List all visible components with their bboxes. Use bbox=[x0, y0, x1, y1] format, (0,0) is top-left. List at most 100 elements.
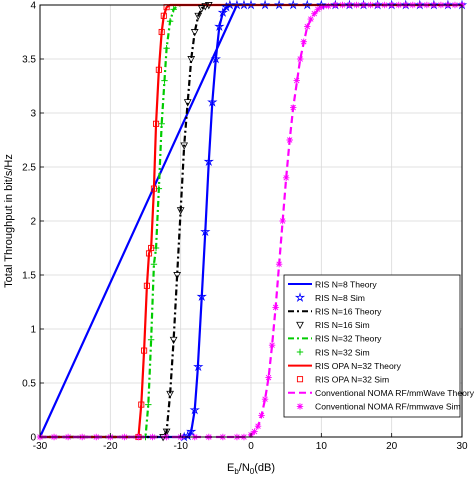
x-tick-label: 30 bbox=[456, 441, 468, 452]
series-point bbox=[190, 29, 199, 37]
series-point bbox=[194, 12, 203, 21]
series-point bbox=[288, 0, 299, 10]
legend-label: RIS N=16 Sim bbox=[315, 320, 370, 330]
series-point bbox=[138, 401, 145, 408]
series-point bbox=[279, 217, 286, 225]
series-point bbox=[273, 0, 285, 10]
series-point bbox=[145, 401, 152, 408]
series-line bbox=[40, 4, 210, 439]
series-point bbox=[155, 66, 162, 73]
series-point bbox=[160, 12, 167, 19]
series-point bbox=[176, 207, 185, 215]
series-point bbox=[293, 77, 300, 84]
legend-marker-swatch bbox=[296, 348, 304, 356]
series-point bbox=[217, 7, 229, 17]
legend-label: RIS OPA N=32 Theory bbox=[315, 361, 402, 371]
series-point bbox=[150, 261, 158, 268]
y-tick-label: 4 bbox=[30, 1, 36, 12]
y-axis-label: Total Throughput in bit/s/Hz bbox=[3, 154, 15, 288]
legend-marker-swatch bbox=[296, 376, 304, 383]
series-point bbox=[162, 428, 171, 436]
series-point bbox=[169, 336, 178, 345]
series-point bbox=[143, 282, 150, 289]
series-point bbox=[302, 0, 313, 10]
series-point bbox=[170, 6, 177, 13]
legend-marker-swatch bbox=[294, 292, 306, 302]
legend-label: RIS N=32 Theory bbox=[315, 334, 382, 344]
series-point bbox=[300, 38, 307, 45]
series-point bbox=[286, 136, 293, 144]
series-point bbox=[311, 10, 318, 17]
series-point bbox=[259, 0, 271, 10]
series-point bbox=[166, 390, 174, 399]
series-point bbox=[214, 21, 225, 31]
x-tick-label: 0 bbox=[248, 441, 254, 452]
x-tick-label: 20 bbox=[386, 441, 398, 452]
series-point bbox=[166, 18, 174, 25]
series-point bbox=[189, 404, 200, 415]
series-point bbox=[251, 428, 258, 435]
series-point bbox=[158, 120, 165, 127]
series-point bbox=[275, 261, 283, 268]
series-point bbox=[254, 423, 262, 430]
series-point bbox=[148, 244, 155, 252]
series-point bbox=[245, 0, 257, 10]
series-point bbox=[307, 15, 314, 23]
series-point bbox=[158, 28, 165, 36]
legend-label: RIS N=16 Theory bbox=[315, 307, 382, 317]
series-point bbox=[173, 272, 182, 280]
series-point bbox=[282, 174, 290, 181]
legend-label: RIS N=8 Theory bbox=[315, 279, 377, 289]
series-point bbox=[196, 291, 207, 301]
legend-label: RIS N=8 Sim bbox=[315, 293, 365, 303]
series-point bbox=[268, 342, 276, 349]
legend-marker-swatch bbox=[296, 403, 304, 410]
y-tick-label: 3 bbox=[30, 109, 36, 120]
series-point bbox=[325, 2, 332, 10]
series-point bbox=[147, 336, 155, 343]
series-point bbox=[187, 56, 196, 64]
legend-label: RIS N=32 Sim bbox=[315, 347, 370, 357]
legend-label: RIS OPA N=32 Sim bbox=[315, 375, 389, 385]
series-line bbox=[40, 3, 181, 439]
series-point bbox=[150, 185, 157, 192]
legend-label: Conventional NOMA RF/mmwave Sim bbox=[315, 402, 461, 412]
legend-box bbox=[283, 274, 461, 418]
y-tick-label: 2 bbox=[30, 217, 36, 228]
series-point bbox=[163, 45, 170, 52]
series-point bbox=[207, 96, 218, 107]
series-point bbox=[258, 412, 265, 419]
series-point bbox=[161, 77, 168, 84]
series-point bbox=[197, 5, 206, 13]
series-point bbox=[304, 23, 311, 30]
y-tick-label: 0.5 bbox=[22, 379, 36, 390]
series-point bbox=[183, 99, 192, 107]
series-point bbox=[261, 396, 269, 403]
axis-ticks: -30 -20 -10 0 10 20 30 0 0.5 1 1.5 2 2.5 3 3.5 4 bbox=[22, 1, 468, 453]
series-point bbox=[193, 361, 204, 372]
legend-label: Conventional NOMA RF/mmWave Theory bbox=[315, 388, 474, 398]
y-tick-label: 3.5 bbox=[22, 55, 36, 66]
series-point bbox=[297, 55, 304, 63]
series-point bbox=[290, 104, 297, 111]
series-point bbox=[314, 6, 322, 13]
x-axis-label: Eb/N0(dB) bbox=[227, 462, 275, 475]
series-point bbox=[186, 426, 197, 436]
chart-legend: RIS N=8 Theory RIS N=8 Sim RIS N=16 Theory… bbox=[283, 274, 474, 418]
x-tick-label: 10 bbox=[316, 441, 328, 452]
series-point bbox=[201, 3, 210, 11]
y-tick-label: 0 bbox=[30, 433, 36, 444]
legend-marker-swatch bbox=[296, 321, 304, 330]
series-point bbox=[180, 142, 189, 150]
x-tick-label: -20 bbox=[103, 441, 118, 452]
y-tick-label: 1.5 bbox=[22, 271, 36, 282]
series-point bbox=[141, 347, 148, 354]
y-tick-label: 1 bbox=[30, 325, 36, 336]
series-point bbox=[203, 156, 214, 166]
series-point bbox=[318, 3, 325, 11]
series-point bbox=[265, 374, 272, 381]
series-point bbox=[221, 1, 232, 12]
x-tick-label: -10 bbox=[173, 441, 188, 452]
series-point bbox=[210, 53, 221, 64]
